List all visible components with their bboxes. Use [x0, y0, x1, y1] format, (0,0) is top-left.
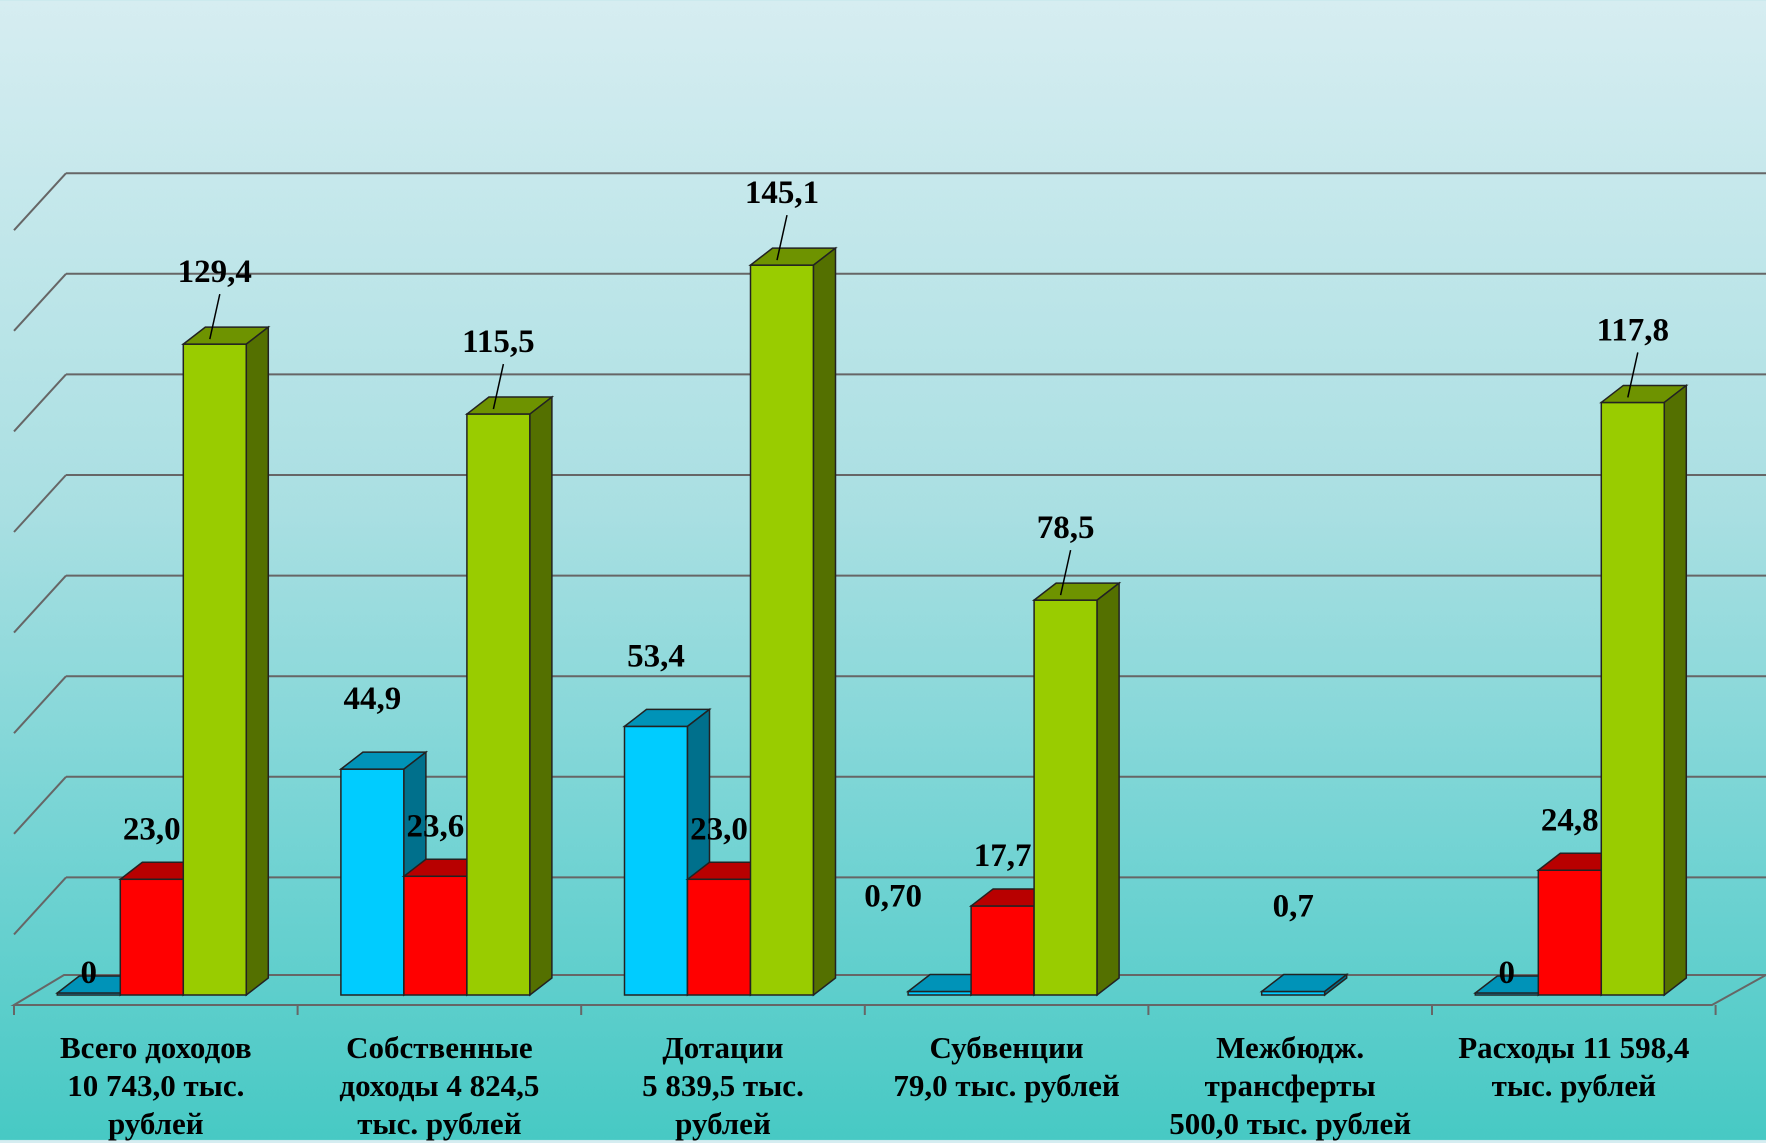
- data-label: 17,7: [974, 838, 1032, 874]
- bar: [1537, 869, 1603, 996]
- gridline-side: [13, 574, 67, 634]
- category-label-line: Дотации: [662, 1030, 784, 1065]
- bar: [403, 875, 468, 996]
- category-label-line: 5 839,5 тыс.: [642, 1068, 804, 1103]
- bar-side: [1323, 972, 1348, 997]
- gridline-side: [13, 776, 67, 835]
- gridline-side: [13, 876, 67, 936]
- category-label: Собственные доходы 4 824,5 тыс. рублей: [298, 1029, 582, 1143]
- category-label: Дотации 5 839,5 тыс. рублей: [581, 1029, 865, 1143]
- data-label: 0: [1499, 955, 1516, 991]
- category-label-line: Собственные: [346, 1030, 533, 1065]
- bar-side: [1096, 581, 1120, 997]
- data-label: 53,4: [627, 638, 685, 674]
- leader-line: [1627, 352, 1639, 398]
- data-label: 78,5: [1037, 510, 1095, 546]
- data-label: 115,5: [462, 324, 534, 360]
- category-label-line: Субвенции: [929, 1030, 1084, 1065]
- data-label: 44,9: [344, 681, 402, 717]
- bar: [466, 413, 531, 996]
- category-label-line: Межбюдж.: [1216, 1030, 1365, 1065]
- category-label-line: 500,0 тыс. рублей: [1169, 1106, 1412, 1141]
- bar: [119, 878, 185, 996]
- category-label-line: тыс. рублей: [357, 1106, 522, 1141]
- leader-line: [492, 363, 505, 410]
- leader-line: [1059, 549, 1072, 596]
- gridline-side: [13, 172, 67, 231]
- gridline-side: [13, 474, 67, 533]
- bar-side: [245, 325, 270, 997]
- category-label-line: доходы 4 824,5: [339, 1068, 540, 1103]
- bar: [182, 343, 248, 996]
- category-label: Расходы 11 598,4 тыс. рублей: [1432, 1029, 1716, 1105]
- category-label-line: рублей: [107, 1106, 204, 1141]
- bar-side: [1663, 383, 1688, 997]
- gridline-side: [13, 373, 67, 433]
- data-label: 117,8: [1597, 312, 1669, 348]
- bar: [623, 725, 689, 996]
- bar: [686, 878, 752, 996]
- gridline-side: [13, 675, 67, 734]
- bar: [340, 768, 405, 996]
- bar: [1600, 401, 1666, 996]
- bar-side: [812, 246, 837, 997]
- bar: [749, 264, 815, 996]
- data-label: 0,70: [864, 878, 922, 914]
- category-label-line: 79,0 тыс. рублей: [893, 1068, 1120, 1103]
- data-label: 23,0: [123, 811, 181, 847]
- category-label-line: Расходы 11 598,4: [1458, 1030, 1690, 1065]
- category-label-line: Всего доходов: [59, 1030, 252, 1065]
- bar: [1033, 599, 1098, 996]
- category-label-line: трансферты: [1204, 1068, 1376, 1103]
- leader-line: [776, 214, 788, 261]
- data-label: 24,8: [1541, 802, 1599, 838]
- category-label: Субвенции 79,0 тыс. рублей: [865, 1029, 1149, 1105]
- category-label-line: 10 743,0 тыс.: [67, 1068, 245, 1103]
- data-label: 0: [81, 955, 98, 991]
- bar-side: [529, 395, 553, 997]
- category-label-line: тыс. рублей: [1491, 1068, 1656, 1103]
- category-label: Всего доходов 10 743,0 тыс. рублей: [14, 1029, 298, 1143]
- leader-line: [209, 293, 221, 340]
- category-label-line: рублей: [675, 1106, 771, 1141]
- data-label: 0,7: [1273, 888, 1314, 924]
- category-label: Межбюдж. трансферты 500,0 тыс. рублей: [1148, 1029, 1432, 1143]
- bar-top: [1259, 973, 1349, 993]
- data-label: 23,0: [690, 811, 748, 847]
- bar: [970, 905, 1035, 996]
- data-label: 145,1: [745, 175, 819, 211]
- data-label: 23,6: [407, 808, 465, 844]
- gridline-side: [13, 273, 67, 332]
- data-label: 129,4: [178, 254, 252, 290]
